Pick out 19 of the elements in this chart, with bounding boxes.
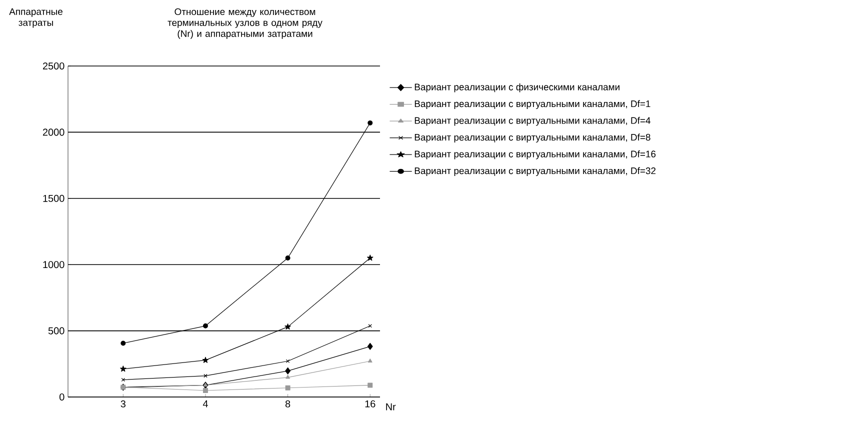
x-tick-label: 8	[285, 400, 290, 408]
y-tick-label: 2500	[42, 62, 64, 70]
y-tick-label: 500	[48, 327, 64, 334]
y-tick-label: 1500	[43, 194, 64, 202]
x-tick-label: 3	[120, 400, 126, 408]
legend-label: Вариант реализации с виртуальными каналами, Df=32	[414, 167, 656, 176]
x-axis-title: Nr	[386, 403, 396, 410]
y-tick-label: 1000	[43, 261, 64, 268]
y-tick-label: 0	[59, 393, 64, 401]
legend-label: Вариант реализации с виртуальными каналами, Df=8	[414, 134, 650, 143]
x-tick-label: 4	[202, 400, 208, 408]
legend-label: Вариант реализации с виртуальными каналами, Df=4	[414, 116, 650, 126]
y-tick-label: 2000	[42, 128, 64, 136]
y-axis-title: Аппаратные затраты	[9, 8, 62, 28]
chart-title: Отношение между количеством терминальных узлов в одном ряду (Nr) и аппаратными затратами	[168, 8, 322, 39]
legend-label: Вариант реализации с виртуальными каналами, Df=16	[414, 150, 656, 160]
x-tick-label: 16	[365, 400, 376, 408]
legend-label: Вариант реализации с виртуальными каналами, Df=1	[414, 100, 650, 109]
legend-label: Вариант реализации с физическими каналами	[414, 83, 620, 92]
